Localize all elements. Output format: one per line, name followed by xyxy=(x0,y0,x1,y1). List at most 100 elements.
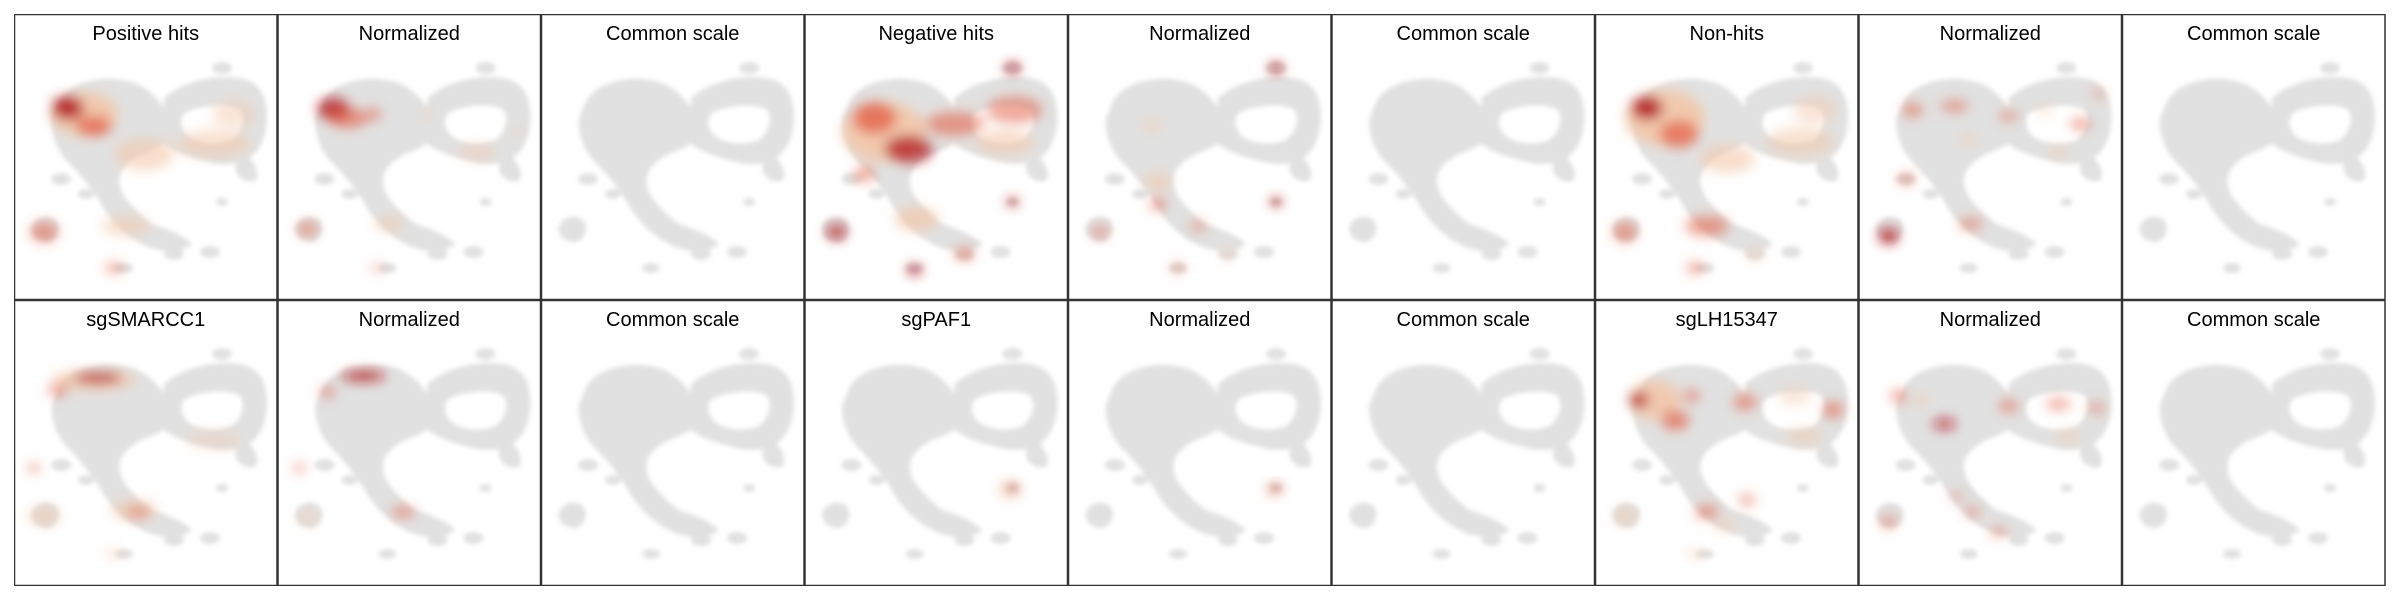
density-hotspot xyxy=(373,217,406,231)
density-hotspot xyxy=(341,371,386,381)
density-hotspot xyxy=(511,127,524,137)
panel-title: sgPAF1 xyxy=(901,309,971,331)
panel-r1-c7: Non-hits xyxy=(1594,14,1859,301)
density-hotspot xyxy=(293,464,306,472)
density-hotspot xyxy=(1004,63,1021,73)
density-hotspot xyxy=(1745,248,1765,260)
density-hotspot xyxy=(297,511,318,525)
density-hotspot xyxy=(1687,549,1703,559)
density-hotspot xyxy=(1958,218,1983,230)
density-hotspot xyxy=(178,130,250,158)
panel-title: Normalized xyxy=(1940,309,2041,331)
panel-r1-c6: Common scale xyxy=(1331,14,1596,301)
density-hotspot xyxy=(297,222,318,236)
density-hotspot xyxy=(1880,516,1897,528)
density-hotspot xyxy=(1685,216,1729,236)
density-hotspot xyxy=(1793,96,1837,124)
density-hotspot xyxy=(371,264,384,272)
density-hotspot xyxy=(1823,402,1843,418)
density-hotspot xyxy=(1990,527,2007,537)
density-hotspot xyxy=(74,373,122,383)
density-hotspot xyxy=(48,384,68,396)
density-overlay xyxy=(1613,380,1843,559)
panel-title: Common scale xyxy=(1397,23,1530,45)
panel-r2-c1: sgSMARCC1 xyxy=(14,299,278,586)
panel-r2-c2: Normalized xyxy=(277,299,542,586)
panel-r2-c8: Normalized xyxy=(1858,299,2123,586)
density-hotspot xyxy=(1779,388,1811,404)
density-hotspot xyxy=(1739,494,1755,506)
density-hotspot xyxy=(1629,380,1681,420)
density-hotspot xyxy=(1912,394,1929,406)
density-hotspot xyxy=(1958,134,1979,144)
panel-r2-c7: sgLH15347 xyxy=(1594,299,1859,586)
density-hotspot xyxy=(76,116,112,136)
density-hotspot xyxy=(1006,198,1019,206)
density-hotspot xyxy=(1898,174,1915,184)
density-hotspot xyxy=(1998,400,2019,412)
density-hotspot xyxy=(1220,249,1236,259)
density-overlay xyxy=(30,92,256,273)
density-hotspot xyxy=(1733,394,1757,410)
density-hotspot xyxy=(1150,198,1166,210)
density-hotspot xyxy=(894,207,939,231)
density-hotspot xyxy=(421,109,434,119)
density-hotspot xyxy=(102,216,150,236)
density-hotspot xyxy=(997,481,1022,499)
panel-title: Normalized xyxy=(359,309,460,331)
density-hotspot xyxy=(1998,111,2019,121)
panel-title: Non-hits xyxy=(1690,23,1764,45)
panel-r2-c9: Common scale xyxy=(2121,299,2386,586)
umap-density-figure: Positive hits Normalized Common scale Negat… xyxy=(14,14,2386,586)
panel-title: Common scale xyxy=(2187,23,2320,45)
panel-title: Common scale xyxy=(606,309,739,331)
density-hotspot xyxy=(1766,128,1834,156)
density-hotspot xyxy=(1902,103,1923,117)
density-overlay xyxy=(1878,90,2105,244)
density-hotspot xyxy=(2070,118,2091,130)
density-hotspot xyxy=(126,507,150,517)
density-hotspot xyxy=(1270,198,1282,206)
density-hotspot xyxy=(457,144,498,160)
density-hotspot xyxy=(1940,100,1969,112)
density-hotspot xyxy=(365,108,382,120)
density-hotspot xyxy=(1142,120,1162,132)
density-hotspot xyxy=(28,506,60,526)
density-hotspot xyxy=(1964,507,1981,517)
density-hotspot xyxy=(1687,263,1703,273)
density-hotspot xyxy=(924,112,985,136)
density-overlay xyxy=(1613,90,1837,273)
panel-title: Normalized xyxy=(359,23,460,45)
panel-r2-c6: Common scale xyxy=(1331,299,1596,586)
panel-title: Common scale xyxy=(1397,309,1530,331)
density-hotspot xyxy=(1659,120,1699,148)
density-hotspot xyxy=(1269,63,1283,73)
density-hotspot xyxy=(854,166,875,182)
density-overlay xyxy=(1263,483,1283,497)
density-hotspot xyxy=(114,138,174,170)
density-hotspot xyxy=(1613,507,1637,525)
density-hotspot xyxy=(1950,492,1963,500)
density-hotspot xyxy=(1190,221,1206,231)
panel-r1-c8: Normalized xyxy=(1858,14,2123,301)
density-hotspot xyxy=(826,224,847,240)
density-hotspot xyxy=(906,265,923,275)
density-overlay xyxy=(1880,390,2105,537)
density-hotspot xyxy=(212,100,256,128)
density-hotspot xyxy=(106,549,122,559)
panel-title: sgSMARCC1 xyxy=(86,309,205,331)
density-hotspot xyxy=(1890,390,1907,402)
density-hotspot xyxy=(1172,264,1184,272)
density-hotspot xyxy=(2046,147,2071,157)
panel-r2-c3: Common scale xyxy=(540,299,805,586)
density-hotspot xyxy=(1695,505,1719,519)
panel-title: sgLH15347 xyxy=(1676,309,1778,331)
density-hotspot xyxy=(1932,418,1957,430)
panel-r1-c3: Common scale xyxy=(540,14,805,301)
panel-r2-c5: Normalized xyxy=(1067,299,1332,586)
density-overlay xyxy=(1092,63,1283,272)
density-hotspot xyxy=(1629,392,1649,408)
panel-r1-c4: Negative hits xyxy=(804,14,1069,301)
density-overlay xyxy=(997,481,1022,499)
density-hotspot xyxy=(1878,228,1899,244)
